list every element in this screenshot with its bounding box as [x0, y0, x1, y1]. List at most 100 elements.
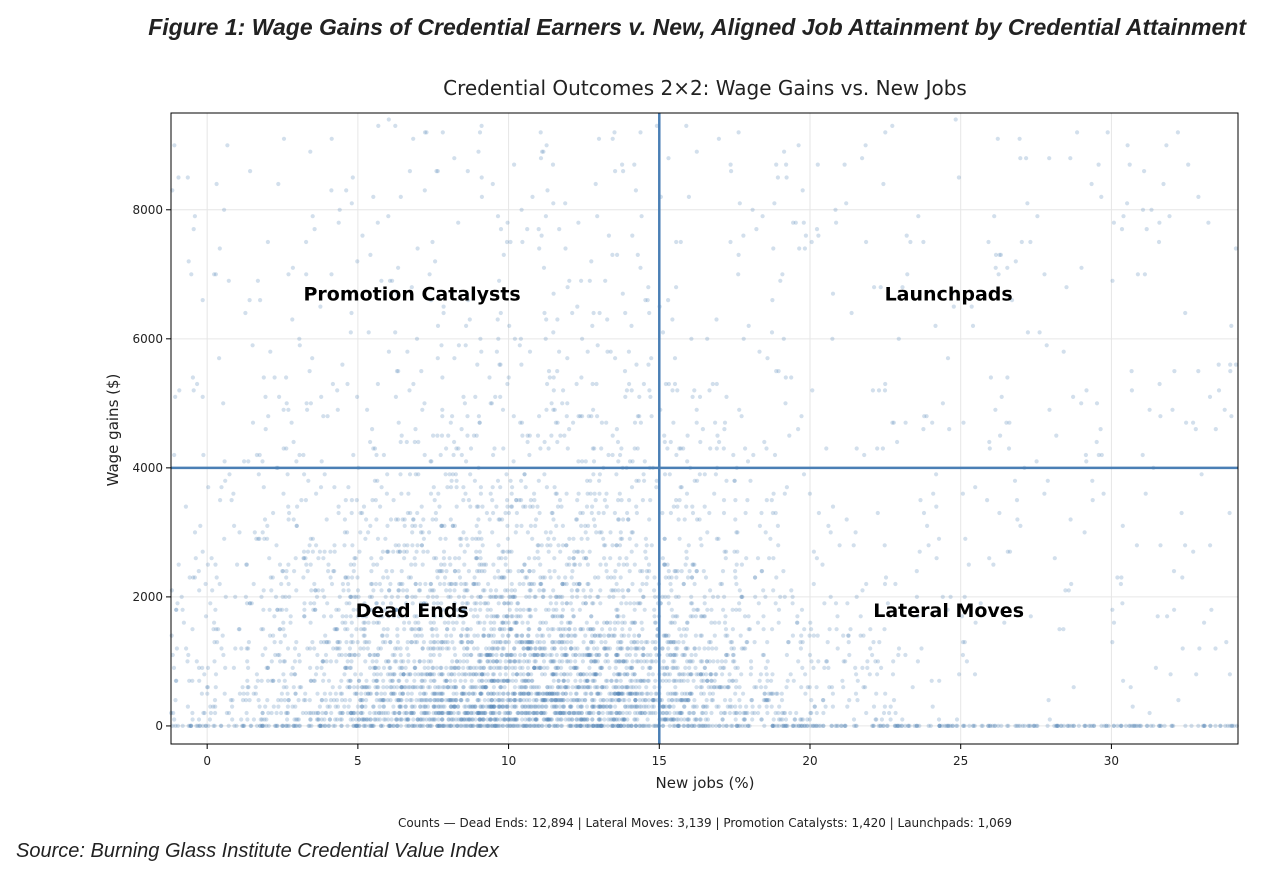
- data-point: [265, 678, 271, 683]
- data-point: [467, 704, 473, 709]
- data-point: [625, 510, 630, 516]
- data-point: [662, 536, 667, 541]
- data-point: [552, 646, 557, 651]
- data-point: [617, 556, 622, 561]
- data-point: [263, 394, 268, 399]
- data-point: [392, 659, 397, 664]
- data-point: [633, 678, 638, 683]
- data-point: [353, 672, 358, 677]
- data-point: [542, 588, 547, 593]
- data-point: [472, 685, 477, 690]
- data-point: [632, 640, 637, 645]
- data-point: [235, 562, 240, 567]
- data-point: [371, 194, 376, 199]
- data-point: [405, 543, 410, 548]
- data-point: [547, 723, 552, 729]
- data-point: [1098, 427, 1103, 432]
- data-point: [1082, 723, 1087, 729]
- data-point: [432, 672, 437, 677]
- data-point: [368, 717, 373, 722]
- data-point: [486, 633, 491, 638]
- data-point: [421, 549, 426, 554]
- data-point: [629, 723, 635, 729]
- data-point: [352, 562, 357, 567]
- data-point: [275, 652, 280, 658]
- data-point: [504, 652, 509, 658]
- data-point: [775, 175, 781, 180]
- data-point: [408, 510, 413, 516]
- data-point: [278, 627, 283, 632]
- data-point: [484, 678, 489, 683]
- data-point: [581, 640, 586, 645]
- data-point: [762, 723, 767, 729]
- data-point: [420, 678, 425, 683]
- data-point: [1079, 401, 1084, 406]
- data-point: [223, 594, 228, 600]
- data-point: [315, 691, 320, 696]
- data-point: [476, 504, 481, 509]
- data-point: [1115, 575, 1120, 580]
- data-point: [476, 659, 481, 664]
- data-point: [532, 710, 537, 716]
- data-point: [428, 723, 433, 729]
- data-point: [768, 536, 773, 541]
- data-point: [571, 710, 576, 716]
- data-point: [730, 659, 736, 664]
- data-point: [323, 710, 328, 716]
- data-point: [681, 627, 686, 632]
- data-point: [465, 640, 470, 645]
- data-point: [332, 543, 337, 548]
- data-point: [607, 594, 612, 600]
- data-point: [730, 652, 736, 658]
- data-point: [987, 439, 992, 445]
- data-point: [709, 685, 714, 690]
- data-point: [322, 717, 327, 722]
- data-point: [645, 717, 650, 722]
- data-point: [543, 620, 549, 625]
- data-point: [673, 646, 678, 651]
- data-point: [598, 601, 603, 606]
- data-point: [555, 665, 560, 671]
- data-point: [222, 536, 227, 541]
- data-point: [302, 601, 307, 606]
- data-point: [677, 446, 682, 451]
- data-point: [325, 414, 330, 419]
- data-point: [413, 427, 418, 432]
- data-point: [563, 201, 568, 206]
- data-point: [543, 698, 548, 703]
- data-point: [647, 723, 652, 729]
- data-point: [609, 698, 614, 703]
- data-point: [551, 678, 556, 683]
- data-point: [191, 227, 196, 232]
- data-point: [660, 678, 666, 683]
- data-point: [594, 723, 599, 729]
- data-point: [737, 685, 742, 690]
- data-point: [478, 652, 483, 658]
- data-point: [496, 336, 501, 341]
- data-point: [588, 685, 593, 690]
- data-point: [710, 698, 716, 703]
- data-point: [545, 717, 550, 722]
- data-point: [379, 691, 384, 696]
- data-point: [398, 704, 403, 709]
- data-point: [1084, 459, 1089, 464]
- data-point: [454, 698, 459, 703]
- data-point: [550, 640, 556, 645]
- data-point: [576, 459, 581, 464]
- data-point: [553, 614, 558, 619]
- data-point: [567, 710, 572, 716]
- data-point: [369, 556, 374, 561]
- data-point: [551, 672, 556, 677]
- data-point: [589, 698, 595, 703]
- data-point: [690, 504, 695, 509]
- data-point: [873, 659, 878, 664]
- data-point: [853, 665, 858, 671]
- data-point: [702, 504, 707, 509]
- data-point: [617, 698, 622, 703]
- data-point: [574, 517, 579, 522]
- data-point: [610, 698, 615, 703]
- data-point: [420, 562, 425, 567]
- data-point: [195, 381, 200, 387]
- data-point: [987, 556, 992, 561]
- data-point: [744, 556, 749, 561]
